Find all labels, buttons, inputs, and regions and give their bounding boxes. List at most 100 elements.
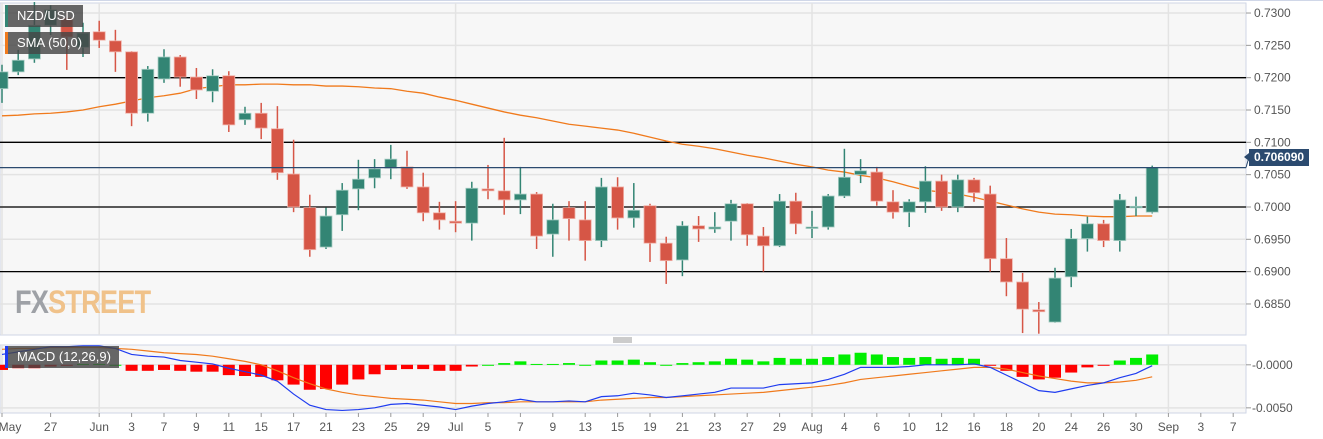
candle-body (1048, 277, 1062, 323)
date-tick-label: 18 (1000, 420, 1014, 434)
candle-body (481, 188, 495, 192)
macd-histogram-bar (1113, 360, 1126, 365)
candle (514, 166, 527, 215)
macd-histogram-bar (822, 357, 835, 365)
macd-histogram-bar (708, 361, 721, 365)
legend-sma-label: SMA (50,0) (17, 35, 83, 50)
candle-body (854, 170, 867, 176)
date-tick-label: 7 (1230, 420, 1237, 434)
candle (1129, 196, 1143, 217)
date-tick-label: 6 (873, 420, 880, 434)
candle-body (1016, 281, 1029, 310)
candle (643, 203, 657, 262)
candle (0, 64, 9, 103)
candle (611, 177, 624, 230)
candle-body (1097, 223, 1110, 242)
candle (773, 194, 786, 248)
date-tick-label: 29 (417, 420, 431, 434)
date-tick-label: 13 (579, 420, 593, 434)
candle (838, 148, 851, 198)
date-tick-label: May (0, 420, 21, 434)
legend-sma[interactable]: SMA (50,0) (5, 32, 91, 54)
macd-histogram-bar (627, 359, 640, 365)
candle-body (238, 112, 252, 121)
candle-body (886, 201, 900, 213)
macd-histogram-bar (806, 358, 818, 365)
candle-body (1064, 238, 1078, 278)
candle (11, 49, 25, 76)
candle-body (206, 75, 220, 92)
candle (481, 164, 495, 200)
macd-histogram-bar (141, 364, 154, 371)
candle (676, 221, 689, 277)
macd-histogram-bar (303, 364, 316, 390)
legend-symbol[interactable]: NZD/USD (5, 5, 83, 27)
candle-body (546, 219, 560, 235)
date-tick-label: Jun (90, 420, 109, 434)
candle-body (902, 201, 916, 213)
date-tick-label: 30 (1129, 420, 1143, 434)
candle (870, 166, 884, 206)
candle-body (270, 128, 284, 174)
candle (189, 67, 203, 100)
candle-body (400, 166, 414, 188)
candle-body (1145, 167, 1159, 213)
price-tick-label: 0.7250 (1254, 38, 1291, 52)
candle-body (1032, 309, 1046, 313)
candle-body (805, 226, 819, 229)
date-tick-label: 25 (384, 420, 398, 434)
price-tick-label: 0.7100 (1254, 135, 1291, 149)
candle-body (1129, 205, 1143, 209)
macd-tick-label: -0.0050 (1252, 401, 1293, 415)
macd-histogram-bar (465, 364, 478, 367)
candle (1064, 228, 1078, 288)
candle-body (189, 76, 203, 91)
date-tick-label: 15 (611, 420, 625, 434)
date-tick-label: 19 (643, 420, 657, 434)
macd-histogram-bar (887, 357, 899, 365)
legend-macd[interactable]: MACD (12,26,9) (5, 346, 119, 368)
date-tick-label: 20 (1032, 420, 1046, 434)
candle-body (1000, 258, 1013, 283)
macd-histogram-bar (1146, 354, 1159, 365)
candle (368, 159, 382, 189)
macd-histogram-bar (984, 364, 997, 366)
macd-histogram-bar (1097, 364, 1110, 366)
candle-body (303, 207, 317, 251)
macd-histogram-bar (692, 362, 705, 365)
candle-body (935, 180, 948, 208)
macd-histogram-bar (482, 364, 494, 366)
macd-histogram-bar (660, 364, 673, 366)
candle (1016, 272, 1029, 334)
date-tick-label: Sep (1158, 420, 1180, 434)
price-tick-label: 0.6900 (1254, 265, 1291, 279)
macd-histogram-bar (676, 363, 689, 365)
date-tick-label: 17 (287, 420, 301, 434)
candle-body (870, 171, 884, 202)
current-price-tag: 0.706090 (1243, 149, 1310, 166)
candle-body (319, 215, 333, 248)
macd-histogram-bar (498, 363, 511, 365)
candle (303, 194, 317, 257)
macd-histogram-bar (1130, 357, 1142, 365)
drag-handle-icon[interactable] (613, 337, 632, 343)
candle (805, 210, 819, 239)
candle-body (1113, 199, 1127, 242)
candle-body (465, 187, 479, 224)
candle (1113, 194, 1127, 252)
macd-histogram-bar (1000, 364, 1013, 371)
candle (854, 159, 867, 184)
macd-histogram-bar (644, 362, 656, 365)
candle (1048, 267, 1062, 323)
candle (951, 174, 965, 213)
candle-body (11, 59, 25, 73)
candle (400, 150, 414, 189)
top-border (0, 0, 1323, 1)
macd-histogram-bar (773, 357, 786, 365)
candle (659, 236, 673, 284)
candle (319, 207, 333, 250)
candle (1000, 238, 1013, 297)
candle (206, 69, 220, 103)
candle-body (821, 195, 835, 228)
